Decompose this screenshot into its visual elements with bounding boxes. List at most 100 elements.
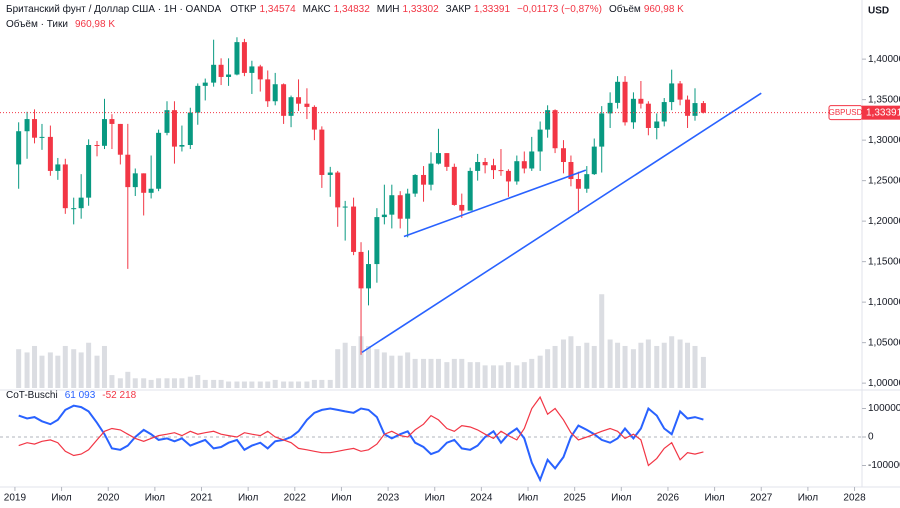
volume-bar [381, 352, 387, 388]
candle-body [288, 97, 294, 116]
volume-bar [272, 379, 278, 388]
x-tick-label: 2023 [377, 493, 400, 504]
candle-body [397, 195, 403, 219]
y-tick-label: 1,10000 [868, 297, 900, 308]
volume-bar [491, 365, 497, 388]
volume-bar [156, 378, 162, 388]
volume-bar [296, 381, 302, 388]
volume-bar [288, 381, 294, 388]
candle-body [552, 110, 558, 149]
volume-bar [435, 358, 441, 388]
volume-bar [141, 378, 147, 388]
candle-body [529, 151, 535, 169]
y-tick-label: 1,05000 [868, 337, 900, 348]
candle-body [211, 64, 217, 83]
volume-name: Объём [608, 4, 641, 15]
y-tick-label: 1,15000 [868, 256, 900, 267]
candle-body [304, 103, 310, 107]
candle-body [265, 79, 271, 102]
candle-body [428, 163, 434, 185]
price-badge-label: 1,33391 [866, 107, 900, 118]
volume-bar [677, 339, 683, 388]
volume-bar [32, 345, 38, 388]
volume-bar [125, 371, 131, 388]
candle-body [241, 42, 247, 73]
candle-body [132, 173, 138, 188]
volume-bar [669, 336, 675, 388]
volume-bar [685, 342, 691, 388]
candle-body [638, 98, 644, 104]
candle-body [296, 97, 302, 104]
x-tick-label: 2020 [97, 493, 120, 504]
x-tick-label: 2022 [284, 493, 307, 504]
volume-bar [645, 339, 651, 388]
volume-bar [514, 365, 520, 388]
volume-bar [529, 358, 535, 388]
candle-body [389, 195, 395, 215]
y-tick-label: 1,30000 [868, 135, 900, 146]
volume-bar [281, 381, 287, 388]
volume-bar [132, 378, 138, 388]
volume-bar [171, 378, 177, 388]
y-tick-label: -100000 [868, 460, 900, 471]
volume-bar [226, 381, 232, 388]
volume-bar [459, 358, 465, 388]
y-tick-label: 1,00000 [868, 378, 900, 389]
candle-body [351, 206, 357, 252]
volume-bar [311, 379, 317, 388]
volume-bar [428, 358, 434, 388]
y-tick-label: 0 [868, 432, 874, 443]
volume-bar [467, 362, 473, 388]
price-badge [862, 105, 900, 120]
candle-body [78, 197, 84, 209]
volume-bar [179, 378, 185, 388]
volume-bar [575, 345, 581, 388]
volume-bar [195, 375, 201, 388]
volume-bar [692, 345, 698, 388]
candle-body [685, 99, 691, 116]
x-tick-label: Июл [425, 493, 445, 504]
candle-body [234, 42, 240, 75]
x-tick-label: 2025 [564, 493, 587, 504]
y-tick-label: 1,35000 [868, 94, 900, 105]
ohlc-name: ОТКР [230, 4, 257, 15]
candle-body [498, 170, 504, 172]
candle-body [459, 204, 465, 211]
volume-bar [615, 342, 621, 388]
volume-bar [202, 379, 208, 388]
candle-body [257, 66, 263, 80]
candle-body [327, 172, 333, 175]
candle-body [319, 129, 325, 175]
volume-bar [607, 339, 613, 388]
candle-body [24, 119, 30, 132]
ohlc-name: МАКС [302, 4, 331, 15]
ohlc-name: МИН [376, 4, 400, 15]
volume-bar [444, 362, 450, 388]
candle-body [467, 170, 473, 211]
candle-body [117, 123, 123, 155]
volume-bar [568, 336, 574, 388]
candle-body [584, 174, 590, 189]
volume-bar [505, 362, 511, 388]
candle-body [187, 112, 193, 145]
volume-bar [101, 345, 107, 388]
ohlc-value: 1,34574 [259, 4, 296, 15]
candle-body [491, 165, 497, 171]
candle-body [226, 74, 232, 77]
y-tick-label: 1,40000 [868, 54, 900, 65]
candle-body [171, 110, 177, 147]
currency: USD [868, 6, 889, 17]
candle-body [669, 83, 675, 103]
volume-bar [545, 349, 551, 388]
volume-bar [187, 376, 193, 388]
candle-body [218, 64, 224, 77]
candle-body [39, 136, 45, 138]
volume-name: Объём · Тики [6, 19, 68, 30]
candle-body [444, 153, 450, 167]
candle-body [700, 103, 706, 113]
candle-body [537, 129, 543, 152]
volume-bar [389, 355, 395, 388]
volume-bar [319, 379, 325, 388]
volume-bar [591, 345, 597, 388]
y-tick-label: 100000 [868, 403, 900, 414]
